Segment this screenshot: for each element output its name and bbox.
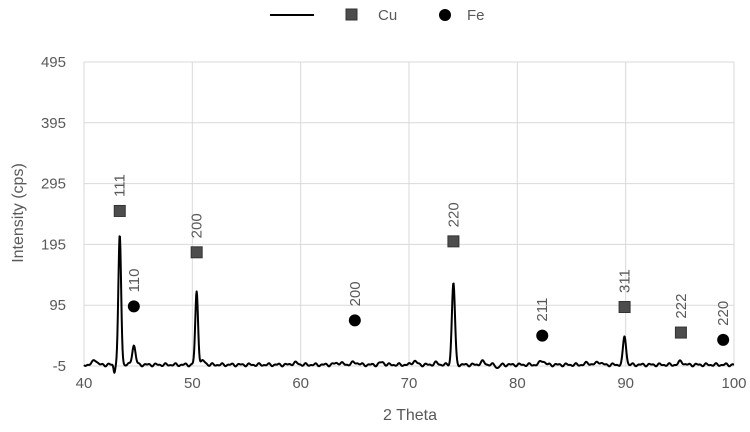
legend-cu-swatch bbox=[345, 8, 358, 21]
fe-hkl-label: 211 bbox=[534, 298, 551, 322]
fe-marker bbox=[348, 314, 361, 327]
cu-marker bbox=[447, 235, 460, 248]
cu-marker bbox=[674, 326, 687, 339]
cu-hkl-label: 220 bbox=[445, 202, 462, 227]
legend-fe-swatch bbox=[439, 9, 451, 21]
legend: Cu Fe bbox=[270, 7, 485, 24]
phase-markers: 111 200 220 311 222 110 200 211 220 bbox=[112, 174, 732, 346]
fe-marker bbox=[717, 333, 730, 346]
cu-hkl-label: 311 bbox=[617, 269, 634, 293]
fe-marker bbox=[536, 329, 549, 342]
fe-hkl-label: 200 bbox=[347, 281, 364, 306]
pattern-line bbox=[83, 235, 735, 374]
legend-cu-label: Cu bbox=[378, 7, 397, 24]
y-tick-label: 195 bbox=[41, 236, 66, 253]
fe-hkl-label: 220 bbox=[715, 301, 732, 326]
fe-hkl-label: 110 bbox=[126, 268, 143, 292]
x-tick-label: 40 bbox=[76, 375, 93, 392]
y-tick-label: 495 bbox=[41, 54, 66, 71]
cu-marker bbox=[618, 301, 631, 314]
fe-marker bbox=[127, 300, 140, 313]
cu-hkl-label: 222 bbox=[673, 294, 690, 319]
cu-marker bbox=[190, 246, 203, 259]
cu-hkl-label: 111 bbox=[112, 174, 129, 197]
y-tick-label: -5 bbox=[53, 358, 66, 375]
y-tick-label: 95 bbox=[49, 297, 66, 314]
x-axis-label: 2 Theta bbox=[383, 407, 437, 424]
x-tick-label: 50 bbox=[184, 375, 201, 392]
legend-fe-label: Fe bbox=[467, 7, 485, 24]
x-tick-label: 80 bbox=[509, 375, 526, 392]
y-tick-label: 395 bbox=[41, 115, 66, 132]
y-axis-ticks: -5 95 195 295 395 495 bbox=[41, 54, 66, 375]
x-tick-label: 100 bbox=[721, 375, 746, 392]
x-tick-label: 70 bbox=[401, 375, 418, 392]
x-axis-ticks: 40 50 60 70 80 90 100 bbox=[76, 375, 747, 392]
cu-hkl-label: 200 bbox=[189, 213, 206, 238]
grid-lines bbox=[83, 61, 735, 367]
y-axis-label: Intensity (cps) bbox=[10, 163, 27, 263]
cu-marker bbox=[113, 204, 126, 217]
y-tick-label: 295 bbox=[41, 176, 66, 193]
x-tick-label: 60 bbox=[292, 375, 309, 392]
x-tick-label: 90 bbox=[617, 375, 634, 392]
diffraction-pattern bbox=[83, 235, 735, 374]
